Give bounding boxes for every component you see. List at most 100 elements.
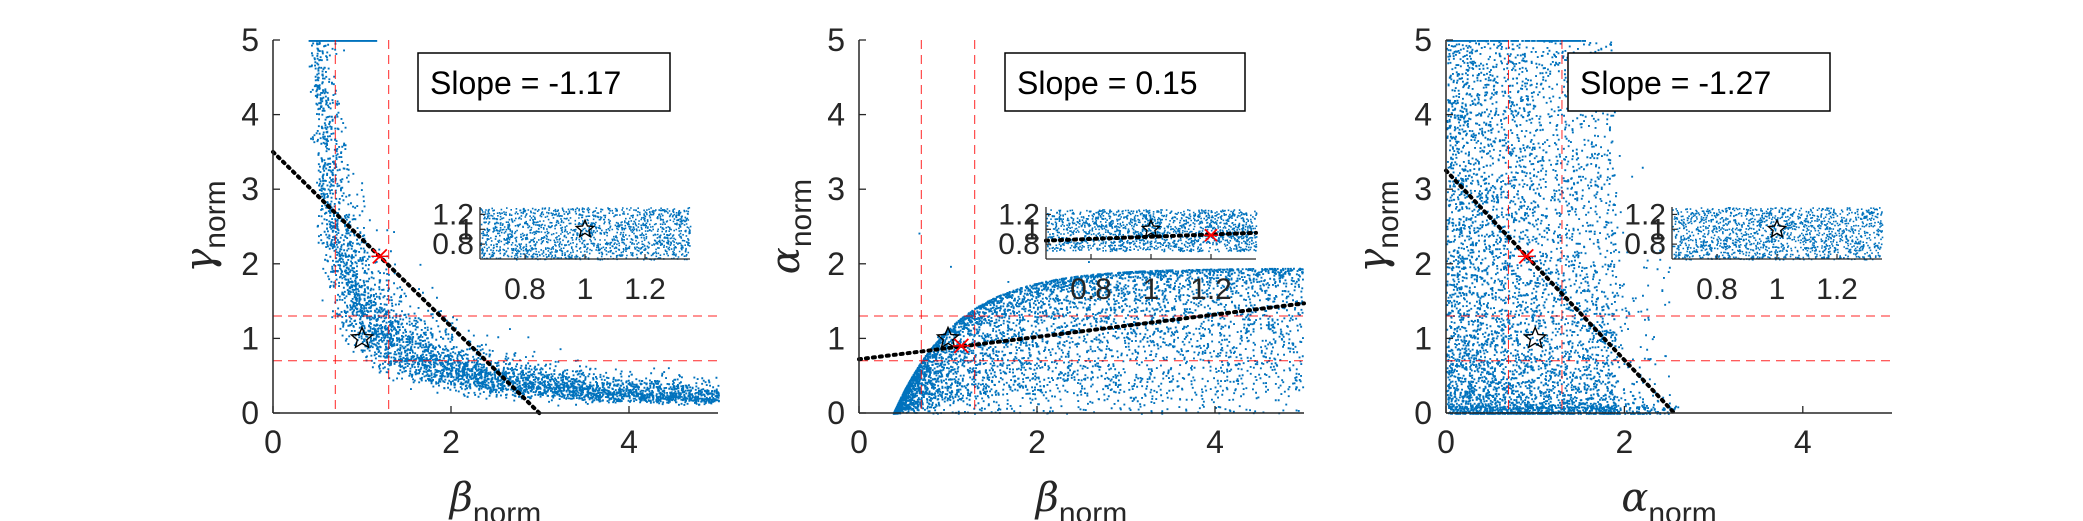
- slope-annotation: Slope = 0.15: [1004, 52, 1246, 112]
- tick-labels: 0 2 4 0 1 2 3 4 5: [241, 22, 638, 460]
- y-tick-label: 2: [1414, 246, 1432, 282]
- red-cross-marker: [1517, 248, 1535, 264]
- fit-line: [271, 149, 542, 416]
- inset-scatter: [480, 207, 692, 261]
- inset-x-tick-label: 0.8: [1696, 273, 1738, 306]
- x-tick-label: 0: [1437, 424, 1455, 460]
- inset-y-tick-label: 1.2: [998, 198, 1040, 231]
- reference-lines: [273, 40, 718, 413]
- markers: [935, 325, 970, 354]
- inset-plot: 0.8 1 1.20.81.21: [1624, 198, 1884, 306]
- markers: [1517, 248, 1548, 349]
- y-tick-label: 4: [827, 97, 845, 133]
- markers: [349, 248, 389, 349]
- regression-line: [1444, 168, 1677, 416]
- y-tick-label: 3: [241, 171, 259, 207]
- inset-y-tick-label: 1: [1023, 213, 1040, 246]
- inset-star-marker: [1140, 218, 1162, 239]
- fit-line: [1444, 168, 1677, 416]
- x-axis-label: βnorm: [1034, 475, 1127, 521]
- tick-labels: 0 2 4 0 1 2 3 4 5: [1414, 22, 1811, 460]
- inset-y-tick-label: 0.8: [1624, 228, 1666, 261]
- inset-x-tick-label: 0.8: [504, 273, 546, 306]
- axis-labels: βnorm αnorm: [763, 179, 1127, 521]
- y-tick-label: 1: [1414, 320, 1432, 356]
- y-axis-label: γnorm: [1350, 180, 1405, 272]
- red-cross-marker: [371, 248, 389, 264]
- axes: [1445, 40, 1892, 414]
- slope-text: Slope = -1.27: [1580, 65, 1771, 101]
- axis-labels: βnorm γnorm: [177, 180, 541, 521]
- inset-star-marker: [574, 218, 596, 239]
- y-tick-label: 4: [241, 97, 259, 133]
- inset-y-tick-label: 0.8: [998, 228, 1040, 261]
- y-axis-label: αnorm: [763, 179, 818, 274]
- red-cross-marker: [952, 338, 970, 354]
- x-axis-label: βnorm: [448, 475, 541, 521]
- y-tick-label: 5: [1414, 22, 1432, 58]
- inset-regression-line: [1044, 230, 1258, 243]
- y-tick-label: 2: [241, 246, 259, 282]
- inset-plot: 0.8 1 1.20.81.21: [998, 198, 1258, 306]
- y-tick-label: 5: [827, 22, 845, 58]
- inset-y-tick-label: 1: [457, 213, 474, 246]
- y-tick-label: 3: [827, 171, 845, 207]
- axes: [858, 40, 1304, 414]
- y-tick-label: 1: [827, 320, 845, 356]
- reference-lines: [859, 40, 1304, 413]
- y-tick-label: 5: [241, 22, 259, 58]
- x-axis-label: αnorm: [1621, 475, 1716, 521]
- inset-scatter: [1046, 209, 1258, 253]
- y-tick-label: 0: [827, 395, 845, 431]
- y-tick-label: 0: [241, 395, 259, 431]
- star-marker: [935, 325, 961, 349]
- y-tick-label: 2: [827, 246, 845, 282]
- slope-annotation: Slope = -1.17: [417, 52, 671, 112]
- regression-line: [271, 149, 542, 416]
- inset-x-tick-label: 1.2: [624, 273, 666, 306]
- inset-x-tick-label: 1: [1769, 273, 1786, 306]
- y-tick-label: 0: [1414, 395, 1432, 431]
- axis-labels: αnorm γnorm: [1350, 180, 1717, 521]
- x-tick-label: 2: [442, 424, 460, 460]
- inset-x-tick-label: 0.8: [1070, 273, 1112, 306]
- tick-labels: 0 2 4 0 1 2 3 4 5: [827, 22, 1224, 460]
- regression-line: [857, 301, 1306, 362]
- fit-line: [857, 301, 1306, 362]
- inset-y-tick-label: 1: [1649, 213, 1666, 246]
- inset-y-tick-label: 0.8: [432, 228, 474, 261]
- x-tick-label: 0: [264, 424, 282, 460]
- inset-plot: 0.8 1 1.20.81.21: [432, 198, 692, 306]
- x-tick-label: 2: [1028, 424, 1046, 460]
- y-tick-label: 4: [1414, 97, 1432, 133]
- scatter-points: [892, 231, 1305, 415]
- x-tick-label: 0: [850, 424, 868, 460]
- scatter-cloud: [1446, 40, 1680, 415]
- inset-x-tick-label: 1.2: [1190, 273, 1232, 306]
- star-marker: [349, 325, 375, 349]
- scatter-points: [1446, 40, 1680, 415]
- inset-y-tick-label: 1.2: [432, 198, 474, 231]
- slope-text: Slope = -1.17: [430, 65, 621, 101]
- slope-annotation: Slope = -1.27: [1567, 52, 1831, 112]
- inset-red-cross-marker: [1203, 228, 1219, 242]
- x-tick-label: 4: [1794, 424, 1812, 460]
- star-marker: [1522, 325, 1548, 349]
- inset-scatter: [1672, 207, 1884, 261]
- inset-x-tick-label: 1: [577, 273, 594, 306]
- axes: [272, 40, 718, 414]
- inset-x-tick-label: 1.2: [1816, 273, 1858, 306]
- inset-x-tick-label: 1: [1143, 273, 1160, 306]
- x-tick-label: 4: [620, 424, 638, 460]
- scatter-cloud: [892, 231, 1305, 415]
- slope-text: Slope = 0.15: [1017, 65, 1198, 101]
- y-axis-label: γnorm: [177, 180, 232, 272]
- y-tick-label: 3: [1414, 171, 1432, 207]
- inset-y-tick-label: 1.2: [1624, 198, 1666, 231]
- y-tick-label: 1: [241, 320, 259, 356]
- inset-star-marker: [1766, 218, 1788, 239]
- x-tick-label: 2: [1616, 424, 1634, 460]
